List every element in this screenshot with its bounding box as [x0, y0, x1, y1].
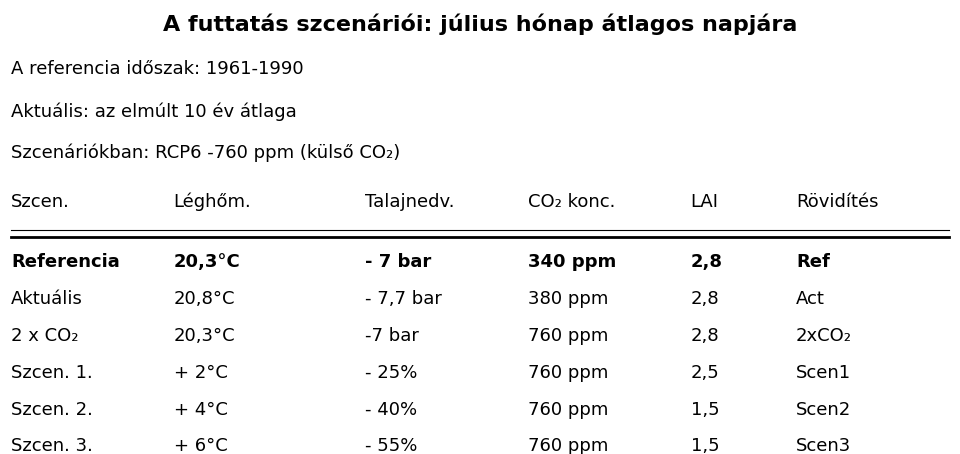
Text: - 25%: - 25% [365, 364, 418, 382]
Text: Aktuális: Aktuális [11, 290, 83, 308]
Text: Szcen.: Szcen. [11, 193, 70, 211]
Text: Act: Act [796, 290, 825, 308]
Text: - 55%: - 55% [365, 437, 418, 454]
Text: + 2°C: + 2°C [174, 364, 228, 382]
Text: 2xCO₂: 2xCO₂ [796, 327, 852, 345]
Text: 760 ppm: 760 ppm [528, 400, 609, 419]
Text: Szcen. 3.: Szcen. 3. [11, 437, 93, 454]
Text: Scen3: Scen3 [796, 437, 852, 454]
Text: 2 x CO₂: 2 x CO₂ [11, 327, 79, 345]
Text: Scen1: Scen1 [796, 364, 851, 382]
Text: Aktuális: az elmúlt 10 év átlaga: Aktuális: az elmúlt 10 év átlaga [11, 102, 297, 120]
Text: 2,8: 2,8 [690, 327, 719, 345]
Text: Referencia: Referencia [11, 253, 120, 271]
Text: 2,5: 2,5 [690, 364, 719, 382]
Text: Szcenáriókban: RCP6 -760 ppm (külső CO₂): Szcenáriókban: RCP6 -760 ppm (külső CO₂) [11, 144, 400, 163]
Text: 2,8: 2,8 [690, 290, 719, 308]
Text: 760 ppm: 760 ppm [528, 364, 609, 382]
Text: Léghőm.: Léghőm. [174, 192, 252, 211]
Text: Ref: Ref [796, 253, 829, 271]
Text: 20,3°C: 20,3°C [174, 253, 240, 271]
Text: Szcen. 2.: Szcen. 2. [11, 400, 93, 419]
Text: 380 ppm: 380 ppm [528, 290, 609, 308]
Text: LAI: LAI [690, 193, 719, 211]
Text: + 6°C: + 6°C [174, 437, 228, 454]
Text: - 7,7 bar: - 7,7 bar [365, 290, 442, 308]
Text: Talajnedv.: Talajnedv. [365, 193, 455, 211]
Text: Rövidítés: Rövidítés [796, 193, 878, 211]
Text: 20,3°C: 20,3°C [174, 327, 235, 345]
Text: -7 bar: -7 bar [365, 327, 419, 345]
Text: 760 ppm: 760 ppm [528, 437, 609, 454]
Text: - 7 bar: - 7 bar [365, 253, 431, 271]
Text: 760 ppm: 760 ppm [528, 327, 609, 345]
Text: Scen2: Scen2 [796, 400, 852, 419]
Text: A referencia időszak: 1961-1990: A referencia időszak: 1961-1990 [11, 60, 303, 78]
Text: 20,8°C: 20,8°C [174, 290, 235, 308]
Text: 1,5: 1,5 [690, 437, 719, 454]
Text: - 40%: - 40% [365, 400, 418, 419]
Text: 340 ppm: 340 ppm [528, 253, 616, 271]
Text: Szcen. 1.: Szcen. 1. [11, 364, 93, 382]
Text: 2,8: 2,8 [690, 253, 723, 271]
Text: + 4°C: + 4°C [174, 400, 228, 419]
Text: A futtatás szcenáriói: július hónap átlagos napjára: A futtatás szcenáriói: július hónap átla… [163, 14, 797, 35]
Text: 1,5: 1,5 [690, 400, 719, 419]
Text: CO₂ konc.: CO₂ konc. [528, 193, 615, 211]
